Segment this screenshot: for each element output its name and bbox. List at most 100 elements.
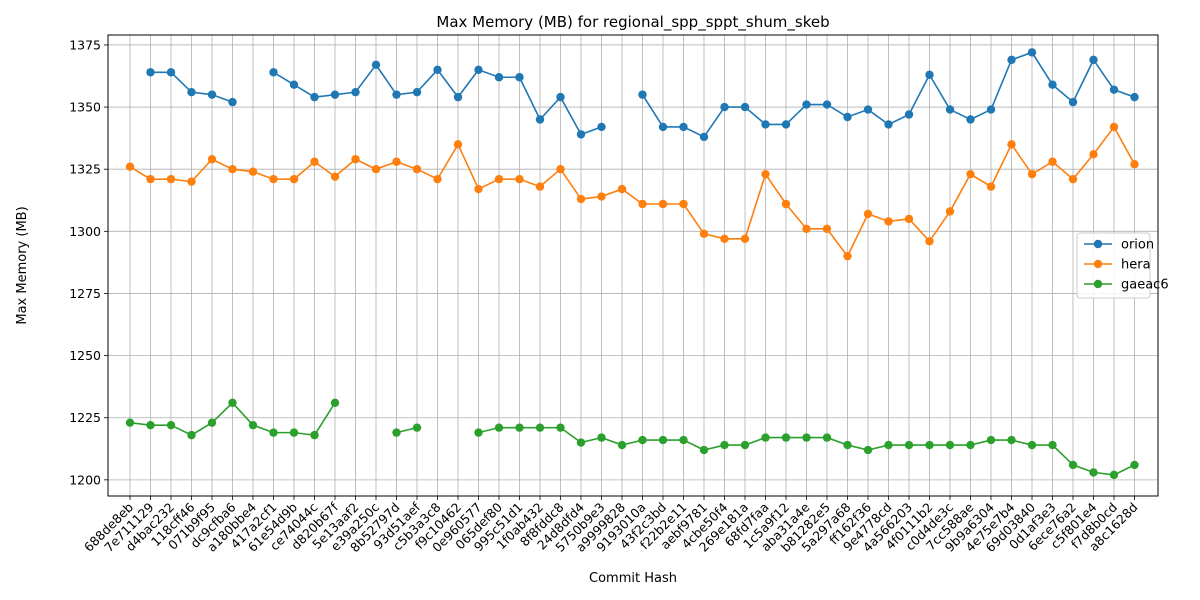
data-point-hera [556, 164, 565, 174]
data-point-orion [1048, 80, 1057, 89]
data-point-orion [822, 100, 832, 109]
axes: 688de8eb7e711129d4bac232118cff46071b9f95… [69, 37, 1140, 555]
data-point-orion [740, 102, 750, 112]
legend-label: orion [1121, 238, 1154, 253]
data-point-gaeac6 [166, 420, 176, 430]
data-point-orion [884, 120, 893, 129]
data-point-orion [474, 65, 483, 74]
data-point-hera [310, 157, 319, 166]
data-point-orion [945, 105, 955, 114]
data-point-hera [371, 164, 381, 174]
data-point-gaeac6 [187, 430, 196, 440]
data-point-hera [986, 182, 996, 191]
data-point-gaeac6 [986, 435, 996, 445]
legend-label: hera [1121, 258, 1151, 273]
series-gaeac6 [125, 398, 1139, 480]
data-point-hera [781, 199, 791, 209]
data-point-gaeac6 [843, 440, 852, 450]
series-line-hera [129, 125, 1136, 258]
data-point-gaeac6 [412, 423, 422, 432]
data-point-gaeac6 [330, 398, 340, 408]
data-point-orion [802, 100, 811, 109]
data-point-orion [289, 80, 299, 89]
data-point-gaeac6 [228, 398, 237, 408]
data-point-hera [802, 224, 811, 234]
data-point-gaeac6 [822, 433, 832, 442]
data-point-hera [740, 234, 750, 243]
data-point-hera [966, 169, 975, 179]
data-point-orion [904, 110, 914, 119]
data-point-orion [453, 92, 463, 102]
data-point-hera [535, 182, 545, 191]
data-point-gaeac6 [945, 440, 955, 450]
data-point-hera [330, 172, 340, 181]
data-point-hera [146, 174, 155, 184]
data-point-gaeac6 [269, 428, 278, 437]
legend: orion hera gaeac6 [1076, 232, 1169, 299]
data-point-hera [269, 174, 278, 184]
data-point-gaeac6 [761, 433, 770, 442]
data-point-hera [187, 177, 196, 186]
data-point-hera [166, 174, 176, 184]
data-point-orion [576, 130, 586, 139]
data-point-hera [125, 162, 135, 171]
data-point-gaeac6 [392, 428, 401, 437]
data-point-hera [1027, 169, 1037, 179]
data-point-gaeac6 [1089, 468, 1098, 477]
data-point-hera [617, 184, 627, 194]
y-tick-label: 1325 [69, 162, 101, 177]
data-point-orion [187, 87, 196, 97]
data-point-gaeac6 [207, 418, 217, 427]
legend-marker [1093, 239, 1103, 249]
legend-item-gaeac6: gaeac6 [1084, 278, 1169, 293]
y-tick-label: 1225 [69, 410, 101, 425]
data-point-orion [556, 92, 565, 102]
data-point-orion [781, 120, 791, 129]
data-point-orion [720, 102, 729, 112]
data-point-gaeac6 [638, 435, 647, 445]
data-point-hera [843, 251, 852, 261]
data-point-orion [228, 97, 237, 107]
data-point-orion [1027, 48, 1037, 57]
data-point-hera [494, 174, 504, 184]
data-point-hera [925, 237, 934, 246]
data-point-orion [371, 60, 381, 70]
data-point-orion [412, 87, 422, 97]
data-point-orion [843, 112, 852, 122]
data-point-gaeac6 [289, 428, 299, 437]
series-hera [125, 122, 1139, 261]
y-tick-label: 1275 [69, 286, 101, 301]
data-point-hera [638, 199, 647, 209]
data-point-gaeac6 [1068, 460, 1078, 470]
data-point-gaeac6 [720, 440, 729, 450]
legend-marker [1093, 259, 1103, 269]
grid [108, 35, 1158, 496]
data-point-orion [1130, 92, 1139, 102]
data-point-orion [166, 68, 176, 77]
data-point-gaeac6 [494, 423, 504, 432]
data-point-hera [474, 184, 483, 194]
data-point-orion [330, 90, 340, 99]
data-point-orion [433, 65, 442, 74]
data-point-orion [986, 105, 996, 114]
data-point-orion [1068, 97, 1078, 107]
y-tick-label: 1200 [69, 472, 101, 487]
data-point-gaeac6 [617, 440, 627, 450]
data-point-hera [207, 155, 217, 164]
data-point-orion [515, 73, 524, 82]
data-point-orion [699, 132, 709, 142]
data-point-orion [597, 122, 606, 132]
data-point-hera [248, 167, 258, 176]
series-layer [125, 48, 1139, 480]
data-point-gaeac6 [1048, 440, 1057, 450]
data-point-hera [392, 157, 401, 166]
data-point-orion [966, 115, 975, 124]
data-point-gaeac6 [125, 418, 135, 427]
data-point-gaeac6 [904, 440, 914, 450]
data-point-orion [269, 68, 278, 77]
data-point-hera [351, 155, 360, 164]
data-point-hera [904, 214, 914, 224]
data-point-orion [1109, 85, 1119, 94]
data-point-gaeac6 [248, 420, 258, 430]
